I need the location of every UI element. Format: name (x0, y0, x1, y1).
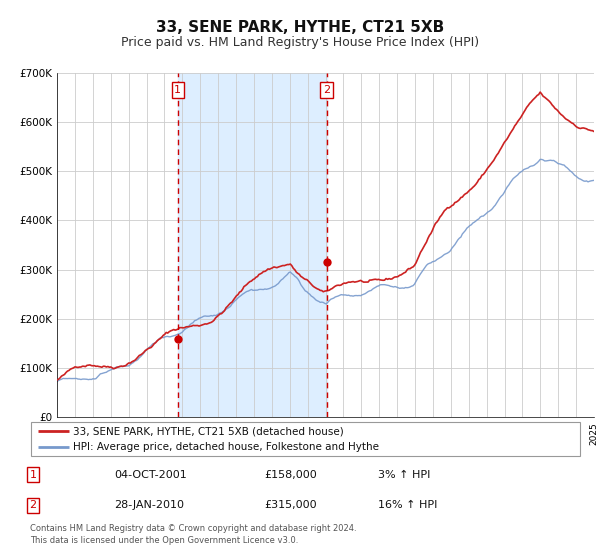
Text: 33, SENE PARK, HYTHE, CT21 5XB: 33, SENE PARK, HYTHE, CT21 5XB (156, 20, 444, 35)
Text: HPI: Average price, detached house, Folkestone and Hythe: HPI: Average price, detached house, Folk… (73, 442, 379, 452)
Text: 33, SENE PARK, HYTHE, CT21 5XB (detached house): 33, SENE PARK, HYTHE, CT21 5XB (detached… (73, 426, 344, 436)
Text: £315,000: £315,000 (264, 501, 317, 510)
Text: This data is licensed under the Open Government Licence v3.0.: This data is licensed under the Open Gov… (30, 536, 298, 545)
Text: 1: 1 (29, 470, 37, 479)
Text: Price paid vs. HM Land Registry's House Price Index (HPI): Price paid vs. HM Land Registry's House … (121, 36, 479, 49)
Text: £158,000: £158,000 (264, 470, 317, 479)
Text: 2: 2 (323, 85, 331, 95)
Text: 1: 1 (175, 85, 181, 95)
Text: 04-OCT-2001: 04-OCT-2001 (114, 470, 187, 479)
Text: Contains HM Land Registry data © Crown copyright and database right 2024.: Contains HM Land Registry data © Crown c… (30, 524, 356, 533)
Text: 2: 2 (29, 501, 37, 510)
Text: 16% ↑ HPI: 16% ↑ HPI (378, 501, 437, 510)
Text: 28-JAN-2010: 28-JAN-2010 (114, 501, 184, 510)
Text: 3% ↑ HPI: 3% ↑ HPI (378, 470, 430, 479)
Bar (178, 73, 327, 417)
FancyBboxPatch shape (31, 422, 580, 456)
